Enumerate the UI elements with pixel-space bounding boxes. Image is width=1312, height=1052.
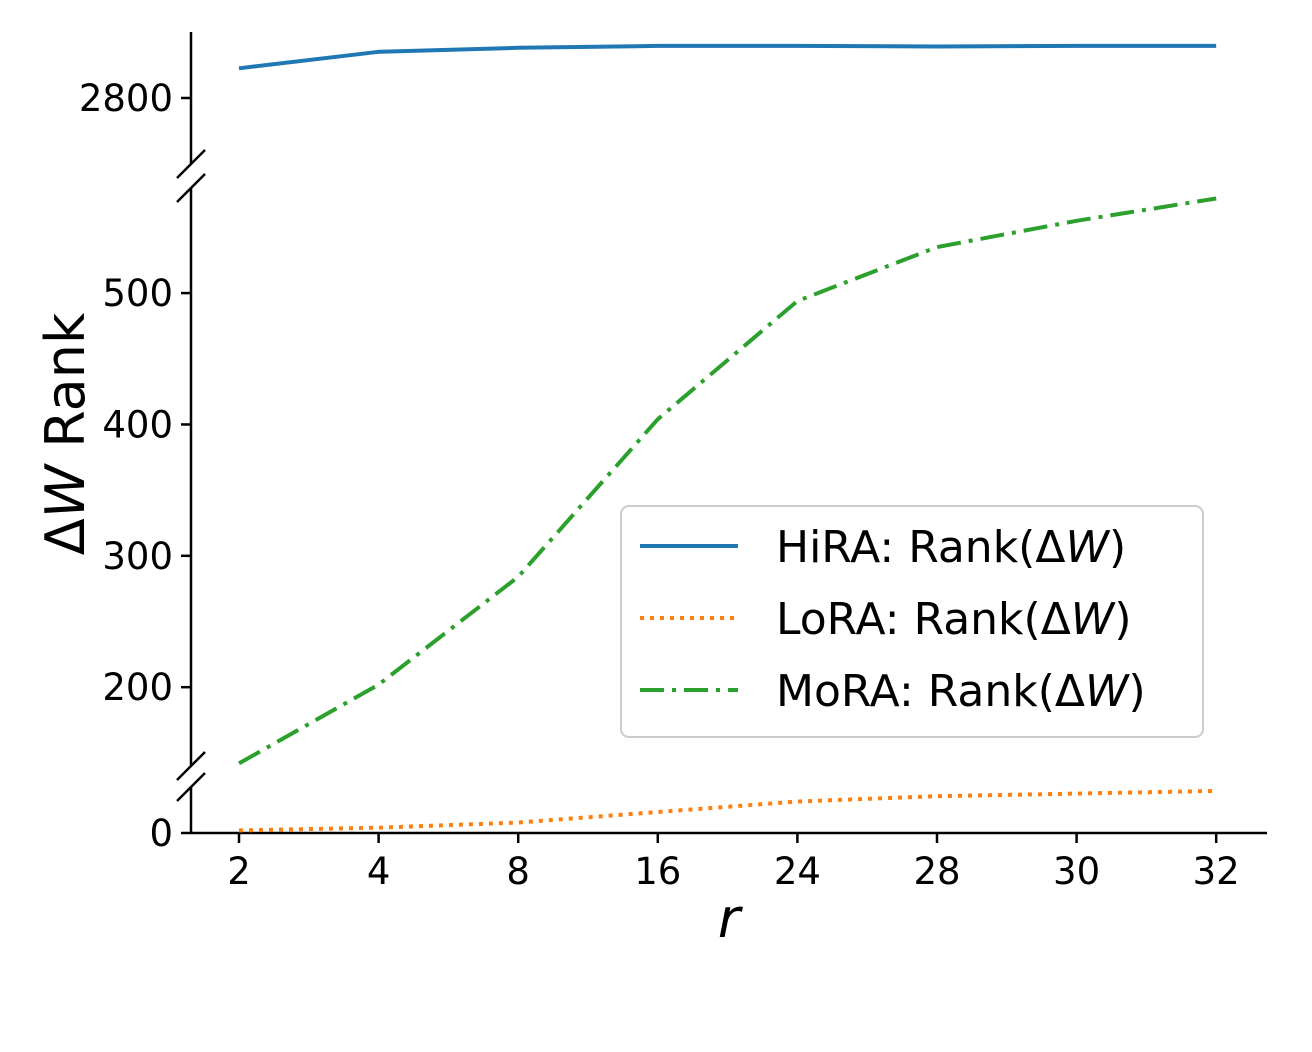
x-tick-label: 8: [506, 850, 530, 893]
x-tick-label: 24: [774, 850, 821, 893]
legend-label-hira: HiRA: Rank(ΔW): [776, 522, 1126, 573]
y-axis-label: ΔW Rank: [34, 312, 97, 555]
break-mark-upper-2: [176, 173, 206, 203]
series-line-mora: [238, 196, 1217, 766]
break-mark-lower-1: [176, 751, 206, 781]
series-line-lora: [238, 788, 1217, 833]
legend-label-lora: LoRA: Rank(ΔW): [776, 594, 1131, 645]
axes: [176, 32, 1267, 835]
x-tick-label: 4: [367, 850, 391, 893]
legend-frame: [620, 505, 1204, 738]
y-tick-label: 500: [102, 272, 173, 315]
x-tick-label: 32: [1193, 850, 1240, 893]
legend-label-mora: MoRA: Rank(ΔW): [776, 666, 1146, 717]
y-tick-label: 200: [102, 666, 173, 709]
x-tick-label: 16: [634, 850, 681, 893]
series-lines: [238, 43, 1217, 833]
y-tick-label: 0: [149, 812, 173, 855]
x-axis-label: r: [718, 887, 743, 950]
y-tick-label: 300: [102, 535, 173, 578]
x-tick-label: 2: [227, 850, 251, 893]
y-tick-label: 400: [102, 403, 173, 446]
x-tick-label: 30: [1053, 850, 1100, 893]
x-tick-label: 28: [913, 850, 960, 893]
break-mark-upper-1: [176, 149, 206, 179]
y-tick-label: 2800: [79, 77, 173, 120]
legend: HiRA: Rank(ΔW) LoRA: Rank(ΔW) MoRA: Rank…: [620, 505, 1204, 738]
break-mark-lower-2: [176, 772, 206, 802]
series-line-hira: [238, 43, 1217, 71]
